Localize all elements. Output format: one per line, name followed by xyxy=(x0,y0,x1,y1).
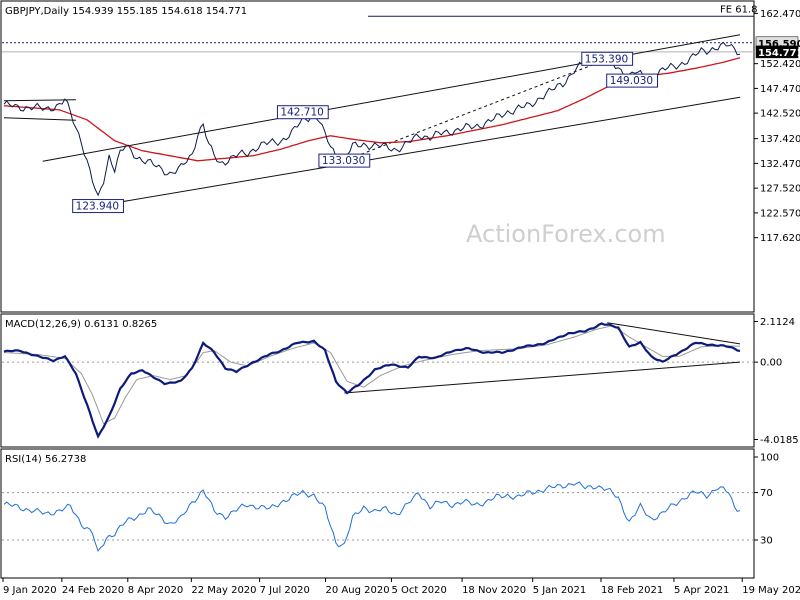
rsi-tick-label: 100 xyxy=(760,453,779,464)
x-tick-label: 18 Nov 2020 xyxy=(462,585,526,596)
rsi-header: RSI(14) 56.2738 xyxy=(5,454,86,465)
macd-tick-label: 2.1124 xyxy=(760,317,795,328)
rsi-layer: 100 70 30 xyxy=(2,453,779,552)
last-price-badge-label: 154.771 xyxy=(758,48,800,59)
watermark: ActionForex.com xyxy=(466,220,666,248)
level-annotation-label: 133.030 xyxy=(322,155,365,167)
level-annotation-label: 123.940 xyxy=(76,201,119,213)
macd-tick-label: -4.0185 xyxy=(760,435,799,446)
price-tick-label: 162.470 xyxy=(760,9,800,20)
price-tick-label: 127.520 xyxy=(760,184,800,195)
price-header: GBPJPY,Daily 154.939 155.185 154.618 154… xyxy=(5,6,247,17)
price-tick-label: 147.470 xyxy=(760,84,800,95)
price-axis: 162.470 152.420 147.470 142.520 137.420 132.4… xyxy=(754,9,800,244)
resistance-badge-label: 156.590 xyxy=(758,39,800,50)
x-tick-label: 20 Aug 2020 xyxy=(326,585,390,596)
x-tick-label: 9 Jan 2020 xyxy=(3,585,57,596)
x-tick-label: 5 Apr 2021 xyxy=(674,585,729,596)
macd-line xyxy=(3,322,741,439)
price-tick-label: 122.570 xyxy=(760,208,800,219)
macd-panel xyxy=(0,313,755,448)
macd-header: MACD(12,26,9) 0.6131 0.8265 xyxy=(5,319,157,330)
rsi-tick-label: 30 xyxy=(760,536,773,547)
x-tick-label: 18 Feb 2021 xyxy=(601,585,663,596)
macd-signal-line xyxy=(3,325,741,425)
level-annotation-box xyxy=(606,73,658,88)
macd-trend-line xyxy=(607,322,741,345)
level-annotation-box xyxy=(276,105,329,120)
level-annotation-label: 153.390 xyxy=(585,53,628,65)
rsi-tick-label: 70 xyxy=(760,488,773,499)
rsi-line xyxy=(3,481,741,552)
price-panel xyxy=(0,0,755,313)
rsi-panel xyxy=(0,448,755,579)
price-tick-label: 117.620 xyxy=(760,233,800,244)
level-annotation-box xyxy=(72,199,124,214)
macd-trend-line xyxy=(344,361,741,394)
x-tick-label: 8 Apr 2020 xyxy=(128,585,183,596)
trend-dashed-line xyxy=(344,58,608,162)
x-axis: 9 Jan 2020 24 Feb 2020 8 Apr 2020 22 May 20… xyxy=(2,578,800,596)
price-line xyxy=(3,41,741,197)
x-tick-label: 24 Feb 2020 xyxy=(62,585,124,596)
last-price-badge-box xyxy=(755,45,799,59)
x-tick-label: 7 Jul 2020 xyxy=(260,585,310,596)
price-tick-label: 142.520 xyxy=(760,109,800,120)
level-annotation-label: 142.710 xyxy=(280,107,323,119)
x-tick-label: 22 May 2020 xyxy=(191,585,256,596)
x-tick-label: 5 Oct 2020 xyxy=(391,585,446,596)
x-tick-label: 19 May 2021 xyxy=(742,585,800,596)
range-bottom-line xyxy=(3,117,76,121)
price-tick-label: 152.420 xyxy=(760,59,800,70)
macd-layer: 2.1124 0.00 -4.0185 xyxy=(2,317,799,446)
level-annotation-box xyxy=(581,51,634,66)
price-tick-label: 132.470 xyxy=(760,159,800,170)
price-tick-label: 137.420 xyxy=(760,134,800,145)
price-annotations: 142.710 123.940 133.030 153.390 149.030 156.5… xyxy=(72,36,800,214)
x-tick-label: 5 Jan 2021 xyxy=(533,585,587,596)
fib-level-label: FE 61.8 xyxy=(720,4,758,15)
level-annotation-box xyxy=(318,153,371,168)
macd-tick-label: 0.00 xyxy=(760,358,782,369)
level-annotation-label: 149.030 xyxy=(610,75,653,87)
channel-lower-line xyxy=(97,96,741,207)
